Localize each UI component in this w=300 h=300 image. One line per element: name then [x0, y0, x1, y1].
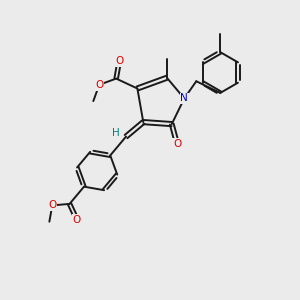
Text: O: O	[95, 80, 103, 90]
Text: O: O	[48, 200, 56, 210]
Text: O: O	[115, 56, 123, 67]
Text: H: H	[112, 128, 119, 138]
Text: O: O	[73, 215, 81, 225]
Text: O: O	[173, 139, 181, 149]
Text: N: N	[180, 94, 188, 103]
